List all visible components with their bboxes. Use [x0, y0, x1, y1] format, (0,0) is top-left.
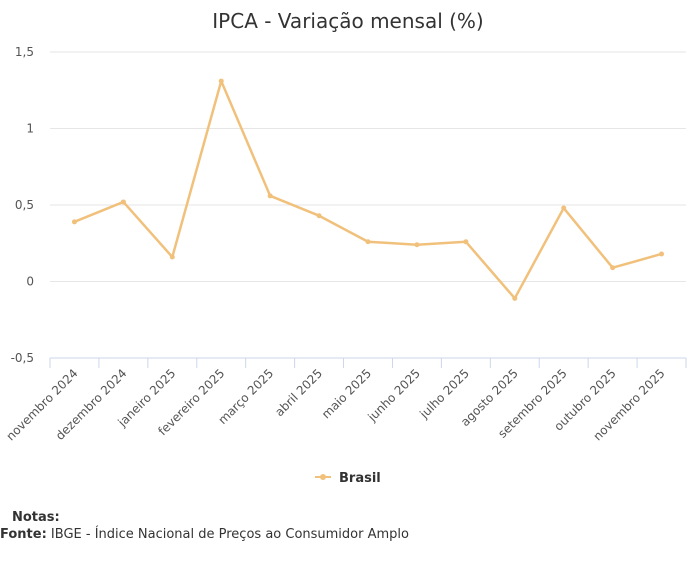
data-point[interactable] [169, 254, 175, 260]
notes-label: Notas: [12, 510, 60, 525]
source-line: Fonte: IBGE - Índice Nacional de Preços … [0, 527, 409, 542]
data-point[interactable] [561, 205, 567, 211]
legend-label: Brasil [339, 471, 381, 486]
data-point[interactable] [365, 239, 371, 245]
y-tick-label: -0,5 [11, 351, 34, 365]
series-line [73, 79, 663, 300]
source-label: Fonte: [0, 527, 47, 542]
y-tick-label: 1 [26, 122, 34, 136]
y-tick-label: 0,5 [15, 198, 34, 212]
x-tick-label: junho 2025 [364, 366, 423, 425]
series-brasil [71, 78, 665, 301]
y-axis: 1,5 1 0,5 0 -0,5 [11, 45, 34, 365]
y-tick-label: 1,5 [15, 45, 34, 59]
data-point[interactable] [316, 213, 322, 219]
source-text: IBGE - Índice Nacional de Preços ao Cons… [50, 527, 409, 542]
y-tick-label: 0 [26, 275, 34, 289]
x-tick-label: abril 2025 [272, 366, 325, 419]
chart: IPCA - Variação mensal (%) 1,510,50-0,5 … [3, 9, 687, 486]
data-point[interactable] [463, 239, 469, 245]
data-point[interactable] [512, 295, 518, 301]
grid [50, 51, 686, 359]
data-point[interactable] [120, 199, 126, 205]
legend[interactable]: Brasil [315, 471, 381, 486]
data-point[interactable] [610, 265, 616, 271]
data-point[interactable] [659, 251, 665, 257]
data-point[interactable] [267, 193, 273, 199]
chart-title: IPCA - Variação mensal (%) [212, 9, 483, 33]
data-point[interactable] [218, 78, 224, 84]
legend-marker [320, 474, 326, 480]
data-point[interactable] [71, 219, 77, 225]
data-point[interactable] [414, 242, 420, 248]
